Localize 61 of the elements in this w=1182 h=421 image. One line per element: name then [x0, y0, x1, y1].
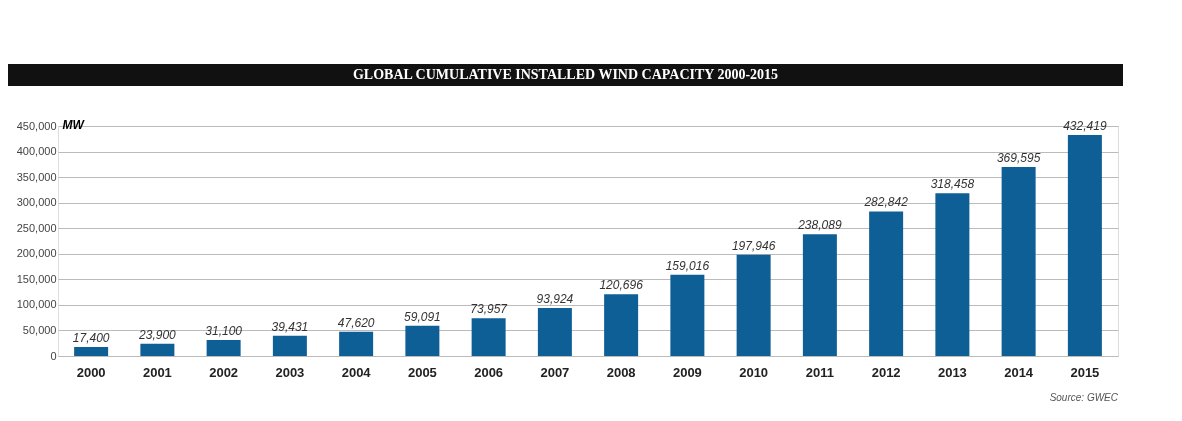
- data-label: 47,620: [337, 315, 375, 330]
- bar: [670, 274, 705, 356]
- x-tick-label: 2002: [209, 364, 239, 380]
- bar: [206, 340, 241, 356]
- data-label: 238,089: [797, 218, 842, 233]
- bar: [140, 343, 175, 356]
- bar: [471, 318, 506, 356]
- x-tick-label: 2011: [805, 364, 834, 380]
- data-label: 73,957: [470, 302, 509, 317]
- bar: [935, 193, 970, 356]
- data-label: 282,842: [863, 195, 909, 210]
- x-tick-label: 2009: [672, 364, 702, 380]
- source-note: Source: GWEC: [1049, 392, 1119, 403]
- y-tick-label: 450,000: [16, 119, 57, 132]
- y-tick-label: 250,000: [16, 221, 57, 234]
- x-tick-label: 2007: [540, 364, 570, 380]
- x-tick-label: 2005: [407, 364, 437, 380]
- data-label: 23,900: [138, 327, 177, 342]
- x-tick-label: 2012: [871, 364, 901, 380]
- bar: [869, 211, 904, 356]
- data-label: 39,431: [271, 319, 309, 334]
- data-label: 120,696: [599, 278, 644, 293]
- data-label: 159,016: [665, 258, 710, 273]
- bar: [272, 335, 307, 356]
- x-tick-label: 2003: [275, 364, 305, 380]
- bar: [604, 294, 639, 356]
- bar: [1001, 167, 1036, 356]
- y-tick-label: 100,000: [16, 298, 57, 311]
- y-tick-label: 50,000: [22, 323, 57, 336]
- bar: [802, 234, 837, 356]
- bar: [1067, 134, 1102, 356]
- y-tick-label: 0: [50, 349, 57, 362]
- x-tick-label: 2004: [341, 364, 372, 380]
- data-label: 93,924: [536, 291, 574, 306]
- y-axis-title: MW: [62, 117, 86, 132]
- data-label: 31,100: [205, 324, 243, 339]
- x-tick-label: 2001: [142, 364, 172, 380]
- data-label: 318,458: [930, 177, 975, 192]
- data-label: 432,419: [1063, 118, 1107, 133]
- bar: [339, 331, 374, 356]
- x-tick-label: 2006: [474, 364, 504, 380]
- y-tick-label: 400,000: [16, 145, 57, 158]
- bar: [537, 307, 572, 356]
- x-tick-label: 2010: [739, 364, 769, 380]
- x-tick-label: 2000: [76, 364, 106, 380]
- x-tick-label: 2015: [1070, 364, 1100, 380]
- y-tick-label: 200,000: [16, 247, 57, 260]
- chart-title: GLOBAL CUMULATIVE INSTALLED WIND CAPACITY 2000-2015: [352, 67, 779, 82]
- y-tick-label: 350,000: [16, 170, 57, 183]
- data-label: 59,091: [404, 309, 441, 324]
- data-label: 197,946: [731, 238, 776, 253]
- bar: [405, 325, 440, 356]
- y-tick-label: 150,000: [16, 272, 57, 285]
- x-tick-label: 2014: [1004, 364, 1034, 380]
- bar: [74, 347, 109, 356]
- data-label: 17,400: [72, 331, 110, 346]
- x-tick-label: 2013: [937, 364, 967, 380]
- x-tick-label: 2008: [606, 364, 636, 380]
- data-label: 369,595: [996, 151, 1041, 166]
- bar: [736, 254, 771, 356]
- y-tick-label: 300,000: [16, 196, 57, 209]
